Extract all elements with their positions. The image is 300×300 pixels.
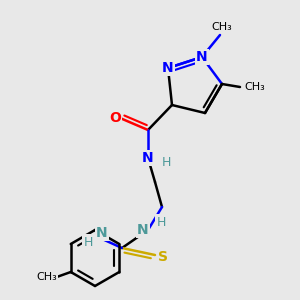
- Text: N: N: [96, 226, 108, 240]
- Text: CH₃: CH₃: [212, 22, 233, 32]
- Text: CH₃: CH₃: [244, 82, 266, 92]
- Text: N: N: [196, 50, 208, 64]
- Text: H: H: [83, 236, 93, 248]
- Text: O: O: [109, 111, 121, 125]
- Text: N: N: [162, 61, 174, 75]
- Text: H: H: [156, 215, 166, 229]
- Text: N: N: [142, 151, 154, 165]
- Text: H: H: [161, 157, 171, 169]
- Text: CH₃: CH₃: [36, 272, 57, 282]
- Text: N: N: [137, 223, 149, 237]
- Text: S: S: [158, 250, 168, 264]
